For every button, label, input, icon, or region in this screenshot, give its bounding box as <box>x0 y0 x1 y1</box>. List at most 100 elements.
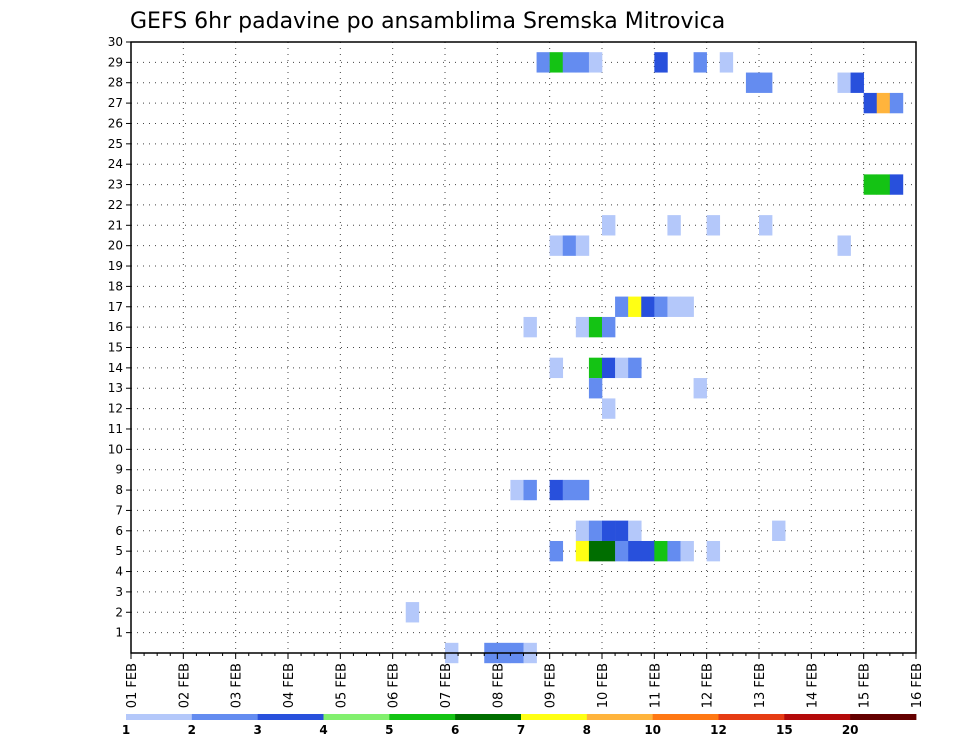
x-tick-label: 07 FEB <box>439 663 454 708</box>
heatmap-cell <box>706 540 721 562</box>
x-tick-label: 16 FEB <box>910 663 925 708</box>
heatmap-cell <box>667 540 681 562</box>
heatmap-cell <box>562 479 577 501</box>
heatmap-cell <box>575 316 590 338</box>
heatmap-cell <box>667 215 681 236</box>
y-tick-label: 16 <box>108 320 123 334</box>
x-tick-label: 04 FEB <box>282 663 297 708</box>
x-tick-label: 11 FEB <box>648 663 663 708</box>
legend-label: 7 <box>517 723 525 737</box>
y-axis: 1234567891011121314151617181920212223242… <box>108 35 131 640</box>
y-tick-label: 17 <box>108 300 123 314</box>
heatmap-cell <box>575 479 590 501</box>
heatmap-cell <box>693 52 707 73</box>
plot-frame <box>130 41 917 654</box>
legend-label: 1 <box>122 723 130 737</box>
heatmap-cell <box>876 92 891 114</box>
heatmap-cell <box>549 52 564 73</box>
x-tick-label: 06 FEB <box>387 663 402 708</box>
heatmap-cell <box>628 357 642 379</box>
heatmap-cell <box>549 479 564 501</box>
y-tick-label: 30 <box>108 35 123 49</box>
y-tick-label: 24 <box>108 157 123 171</box>
y-tick-label: 10 <box>108 442 123 456</box>
heatmap-cell <box>602 316 616 338</box>
y-tick-label: 29 <box>108 55 123 69</box>
heatmap-cell <box>549 540 564 562</box>
legend-swatch <box>718 714 785 720</box>
heatmap-cell <box>876 174 891 195</box>
x-tick-label: 12 FEB <box>701 663 716 708</box>
heatmap-cell <box>706 215 721 236</box>
legend-label: 15 <box>776 723 793 737</box>
heatmap-cell <box>549 357 564 379</box>
heatmap-cell <box>575 540 590 562</box>
legend-label: 6 <box>451 723 459 737</box>
grid <box>131 42 916 653</box>
legend-label: 5 <box>385 723 393 737</box>
x-tick-label: 09 FEB <box>544 663 559 708</box>
legend-swatch <box>389 714 456 720</box>
heatmap-cell <box>523 479 537 501</box>
heatmap-cell <box>405 602 420 623</box>
heatmap-cell <box>641 540 655 562</box>
x-tick-label: 02 FEB <box>177 663 192 708</box>
heatmap-cell <box>510 479 524 501</box>
legend-label: 4 <box>319 723 327 737</box>
heatmap-cell <box>889 174 904 195</box>
x-tick-label: 15 FEB <box>858 663 873 708</box>
legend-label: 3 <box>253 723 261 737</box>
heatmap-cell <box>654 52 668 73</box>
heatmap-cell <box>602 398 616 419</box>
chart-title: GEFS 6hr padavine po ansamblima Sremska … <box>130 9 725 34</box>
y-tick-label: 22 <box>108 198 123 212</box>
heatmap-cell <box>654 296 668 317</box>
heatmap-cell <box>588 540 603 562</box>
heatmap-cell <box>549 235 564 256</box>
y-tick-label: 27 <box>108 96 123 110</box>
heatmap-cell <box>654 540 668 562</box>
y-tick-label: 25 <box>108 137 123 151</box>
heatmap-cell <box>745 72 760 93</box>
y-tick-label: 21 <box>108 218 123 232</box>
legend-swatch <box>652 714 719 720</box>
legend-swatch <box>323 714 390 720</box>
x-tick-label: 01 FEB <box>125 663 140 708</box>
heatmap-cell <box>588 52 603 73</box>
heatmap-cell <box>588 316 603 338</box>
heatmap-cell <box>588 520 603 541</box>
heatmap-cell <box>693 378 707 399</box>
heatmap-cell <box>615 296 629 317</box>
legend-swatch <box>850 714 917 720</box>
y-tick-label: 19 <box>108 259 123 273</box>
heatmap-cells <box>405 52 904 664</box>
heatmap-cell <box>667 296 681 317</box>
y-tick-label: 12 <box>108 402 123 416</box>
heatmap-cell <box>628 540 642 562</box>
heatmap-cell <box>523 316 537 338</box>
heatmap-cell <box>602 540 616 562</box>
heatmap-cell <box>575 520 590 541</box>
y-tick-label: 13 <box>108 381 123 395</box>
heatmap-cell <box>628 520 642 541</box>
x-tick-label: 13 FEB <box>753 663 768 708</box>
legend-label: 12 <box>710 723 727 737</box>
legend-swatch <box>455 714 522 720</box>
y-tick-label: 3 <box>115 585 123 599</box>
heatmap-cell <box>588 378 603 399</box>
y-tick-label: 4 <box>115 565 123 579</box>
legend-swatch <box>126 714 193 720</box>
heatmap-cell <box>641 296 655 317</box>
legend-label: 8 <box>583 723 591 737</box>
y-tick-label: 14 <box>108 361 123 375</box>
heatmap-cell <box>863 92 878 114</box>
x-tick-label: 05 FEB <box>334 663 349 708</box>
heatmap-cell <box>759 215 773 236</box>
heatmap-cell <box>562 235 577 256</box>
legend-swatch <box>191 714 259 720</box>
heatmap-cell <box>588 357 603 379</box>
legend-label: 2 <box>188 723 196 737</box>
heatmap-cell <box>863 174 878 195</box>
heatmap-cell <box>719 52 734 73</box>
y-tick-label: 9 <box>115 463 123 477</box>
